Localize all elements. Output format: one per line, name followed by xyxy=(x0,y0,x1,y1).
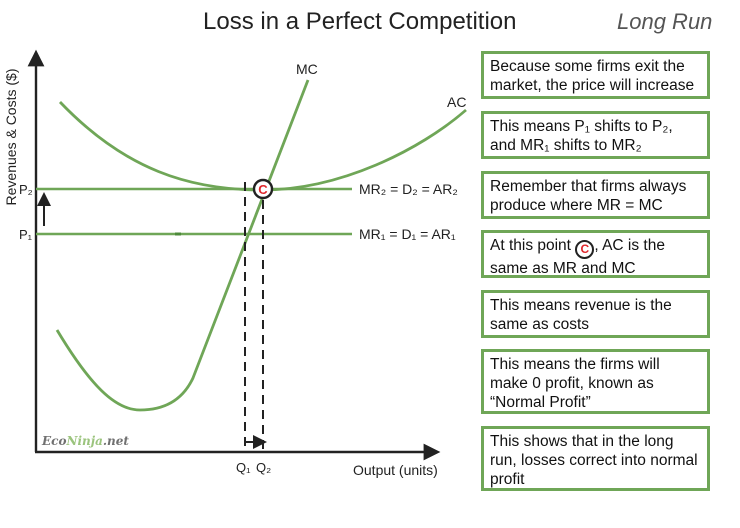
note-box-2: This means P₁ shifts to P₂, and MR₁ shif… xyxy=(481,111,710,159)
mr2-label: MR₂ = D₂ = AR₂ xyxy=(359,181,458,197)
note-box-1: Because some firms exit the market, the … xyxy=(481,51,710,99)
note-box-7: This shows that in the long run, losses … xyxy=(481,426,710,491)
note-box-6: This means the firms will make 0 profit,… xyxy=(481,349,710,414)
mc-label: MC xyxy=(296,61,318,77)
y-axis-label: Revenues & Costs ($) xyxy=(3,69,19,206)
point-c-inline-marker: C xyxy=(575,240,595,259)
diagram-title: Loss in a Perfect Competition xyxy=(203,8,517,35)
note-box-5: This means revenue is the same as costs xyxy=(481,290,710,338)
p1-label: P₁ xyxy=(19,227,33,242)
point-c-marker xyxy=(252,178,274,200)
x-axis-label: Output (units) xyxy=(353,462,438,478)
note-4-text-end: , AC is the same as MR and MC xyxy=(490,237,665,277)
mc-curve xyxy=(55,79,310,412)
ac-curve xyxy=(58,101,467,192)
q1-label: Q₁ xyxy=(236,460,251,475)
note-box-4: At this point C, AC is the same as MR an… xyxy=(481,230,710,278)
diagram-subtitle: Long Run xyxy=(617,9,713,34)
note-box-3: Remember that firms always produce where… xyxy=(481,171,710,219)
p2-label: P₂ xyxy=(19,182,33,197)
ac-label: AC xyxy=(447,94,466,110)
note-4-text-start: At this point xyxy=(490,237,571,254)
mr1-label: MR₁ = D₁ = AR₁ xyxy=(359,226,456,242)
point-c-label: C xyxy=(258,182,268,197)
q2-label: Q₂ xyxy=(256,460,271,475)
watermark-logo: EcoNinja.net xyxy=(42,434,129,448)
